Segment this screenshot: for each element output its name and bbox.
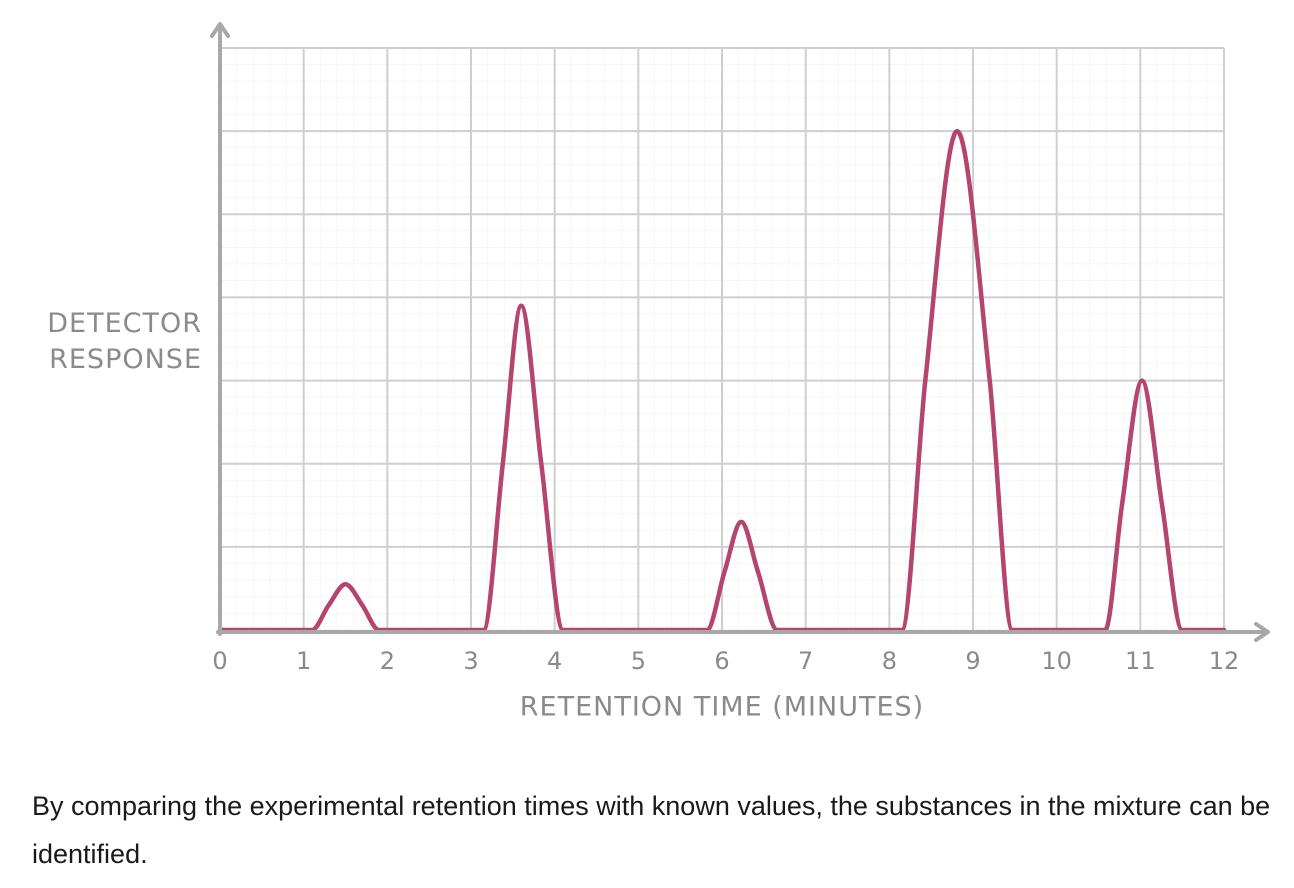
x-tick-label: 1	[296, 647, 311, 675]
x-tick-label: 8	[882, 647, 897, 675]
x-tick-label: 6	[714, 647, 729, 675]
x-tick-label: 11	[1125, 647, 1156, 675]
x-tick-label: 9	[965, 647, 980, 675]
x-tick-label: 7	[798, 647, 813, 675]
chart: RETENTION TIME (MINUTES) 0 1 2 3 4 5 6 7 8 9 10 11 1…	[210, 22, 1270, 723]
x-tick-label: 12	[1209, 647, 1240, 675]
x-tick-label: 2	[380, 647, 395, 675]
x-tick-label: 10	[1041, 647, 1072, 675]
x-tick-label: 5	[631, 647, 646, 675]
x-tick-label: 0	[212, 647, 227, 675]
y-axis-label: DETECTOR RESPONSE	[47, 308, 202, 375]
x-axis-arrow	[1254, 622, 1270, 642]
y-axis-arrow	[210, 22, 230, 38]
x-tick-label: 4	[547, 647, 562, 675]
x-tick-label: 3	[463, 647, 478, 675]
caption: By comparing the experimental retention …	[32, 791, 1271, 869]
x-axis-label: RETENTION TIME (MINUTES)	[520, 692, 924, 723]
